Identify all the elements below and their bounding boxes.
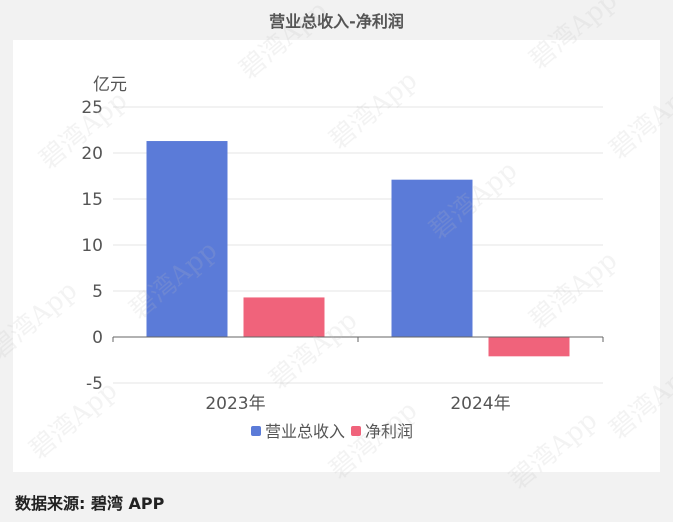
bar-net-profit — [243, 297, 325, 337]
bar-chart: 亿元 -5 0 5 10 15 20 25 2023年 2024年 营业总收入 净利润 — [81, 75, 604, 441]
y-tick-label: 20 — [81, 144, 103, 164]
x-axis: 2023年 2024年 — [112, 336, 604, 414]
bar-revenue — [146, 141, 228, 337]
legend-label[interactable]: 净利润 — [365, 422, 413, 441]
x-tick-label: 2023年 — [205, 394, 265, 414]
bar-revenue — [391, 179, 473, 337]
legend: 营业总收入 净利润 — [251, 422, 413, 441]
y-axis-label: 亿元 — [93, 75, 127, 95]
bars — [146, 141, 570, 357]
legend-swatch[interactable] — [351, 426, 361, 436]
chart-panel: 亿元 -5 0 5 10 15 20 25 2023年 2024年 营业总收入 净利润 — [13, 40, 660, 472]
y-tick-label: 15 — [81, 190, 103, 210]
y-tick-label: 25 — [81, 98, 103, 118]
y-tick-label: 10 — [81, 236, 103, 256]
y-tick-label: -5 — [86, 374, 103, 394]
data-source: 数据来源: 碧湾 APP — [15, 494, 165, 513]
y-tick-label: 5 — [92, 282, 103, 302]
y-axis-ticks: -5 0 5 10 15 20 25 — [81, 98, 103, 394]
chart-title: 营业总收入-净利润 — [269, 12, 404, 31]
legend-swatch[interactable] — [251, 426, 261, 436]
bar-net-profit — [488, 337, 570, 357]
x-tick-label: 2024年 — [450, 394, 510, 414]
legend-label[interactable]: 营业总收入 — [265, 422, 345, 441]
y-tick-label: 0 — [92, 328, 103, 348]
